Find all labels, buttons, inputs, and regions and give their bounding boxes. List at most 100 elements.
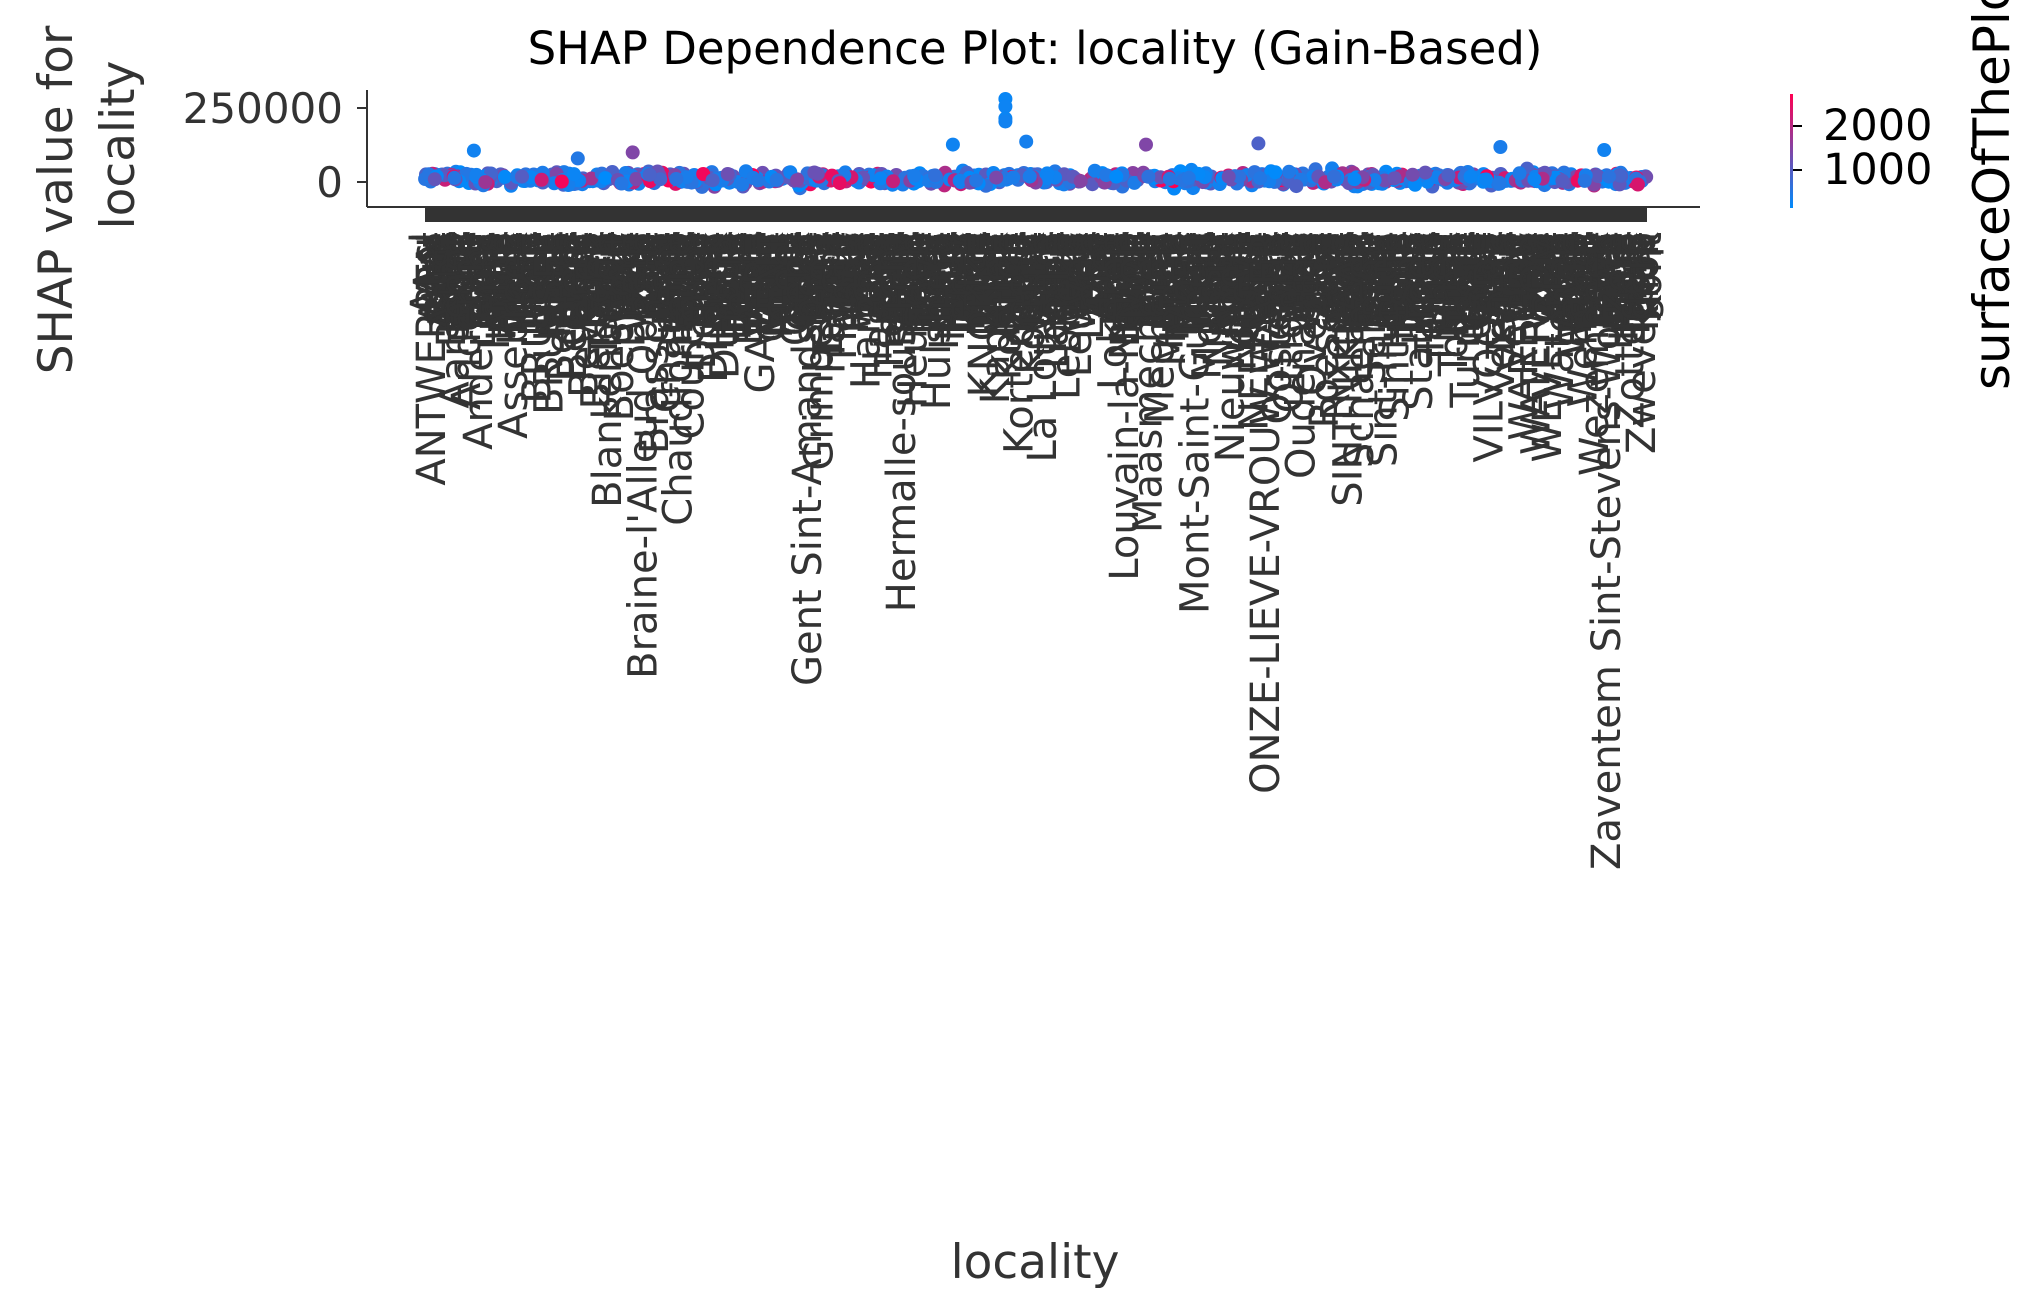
x-tick-label-360: Ottig: [1453, 232, 1499, 331]
x-tick-label-236: Bras: [1091, 232, 1137, 321]
x-tick-label-291: Spa: [1252, 232, 1298, 307]
x-tick-label-222: WAR: [1051, 232, 1097, 325]
x-tick-label-238: Berl: [1097, 232, 1143, 312]
x-tick-label-0: Ansl: [403, 232, 449, 317]
scatter-point-865: [873, 171, 888, 186]
x-tick-label-179: Hers: [925, 232, 971, 324]
x-tick-label-192: Lede: [963, 232, 1009, 328]
x-tick-label-377: WAT: [1503, 231, 1549, 318]
x-tick-label-400: Eeke: [1570, 232, 1616, 328]
scatter-point-866: [642, 167, 657, 182]
scatter-point-818: [1387, 171, 1402, 186]
x-tick-label-305: Zele: [1293, 232, 1339, 320]
x-tick-label-393: Bels: [1549, 232, 1595, 316]
x-tick-label-318: Bonh: [1330, 232, 1376, 335]
x-tick-label-109: Kap: [721, 232, 767, 307]
x-tick-label-512: Veurne: [1490, 232, 1536, 372]
x-tick-label-430: BRUSSEL: [526, 231, 572, 415]
x-tick-label-27: Hove: [482, 232, 528, 335]
x-tick-label-304: Zav: [1290, 232, 1336, 308]
x-tick-label-309: Aal: [1304, 232, 1350, 295]
scatter-point-896: [427, 172, 442, 187]
x-tick-label-39: Leuv: [517, 232, 563, 327]
x-tick-label-5: Bras: [418, 232, 464, 321]
scatter-point-892: [1630, 177, 1645, 192]
x-tick-label-209: Roes: [1013, 232, 1059, 328]
scatter-point-907: [1251, 136, 1266, 151]
x-tick-label-321: Dil: [1339, 232, 1385, 285]
x-tick-label-278: Nam: [1214, 232, 1260, 325]
x-tick-label-150: Zav: [841, 232, 887, 308]
x-tick-label-97: Geel: [686, 232, 732, 323]
x-tick-label-307: Zwe: [1298, 232, 1344, 317]
x-tick-label-386: Aal: [1529, 232, 1575, 295]
x-tick-label-151: Zele: [843, 232, 889, 320]
x-tick-label-336: Hous: [1383, 232, 1429, 333]
x-tick-label-353: Mons: [1433, 232, 1479, 337]
x-tick-label-271: Lier: [1193, 231, 1239, 306]
x-tick-label-23: Hal: [470, 232, 516, 298]
x-tick-label-356: Nijl: [1441, 232, 1487, 295]
x-tick-label-495: Overijse: [1290, 232, 1336, 396]
x-tick-label-513: WAREGEM: [1502, 232, 1548, 441]
x-tick-label-461: Heusden: [891, 232, 937, 408]
x-tick-label-499: Schaerbeek: [1337, 231, 1383, 468]
colorbar-label: surfaceOfThePlot: [1963, 0, 2020, 390]
x-tick-label-390: Bras: [1540, 232, 1586, 321]
x-tick-label-242: Char: [1109, 231, 1155, 326]
x-tick-label-256: Hers: [1150, 232, 1196, 324]
x-tick-label-431: Beersel: [538, 232, 584, 382]
x-tick-label-203: Nin: [995, 232, 1041, 298]
x-tick-label-196: Mol: [975, 232, 1021, 302]
x-tick-label-136: Sint: [800, 232, 846, 310]
scatter-point-644: [497, 169, 512, 184]
x-tick-label-204: ONZE: [998, 232, 1044, 346]
scatter-point-904: [945, 137, 960, 152]
x-tick-label-115: Lede: [738, 232, 784, 328]
x-tick-label-490: NEERPELT: [1231, 231, 1277, 430]
x-tick-label-74: Zele: [619, 232, 665, 320]
scatter-point-878: [989, 170, 1004, 185]
x-tick-label-223: WAT: [1053, 231, 1099, 318]
scatter-point-778: [1253, 171, 1268, 186]
x-tick-label-466: Jette: [949, 232, 995, 327]
x-tick-label-297: Vilv: [1269, 232, 1315, 304]
x-tick-label-93: Ever: [674, 231, 720, 322]
x-tick-label-92: Eeke: [671, 232, 717, 328]
x-tick-label-337: Huls: [1386, 232, 1432, 319]
x-tick-label-268: Lauw: [1185, 232, 1231, 337]
x-tick-label-58: Sera: [572, 232, 618, 323]
x-tick-label-214: Spa: [1027, 232, 1073, 307]
x-tick-label-63: Tour: [587, 231, 633, 316]
x-tick-label-105: Hous: [709, 232, 755, 333]
x-tick-label-31: Jodo: [493, 232, 539, 321]
x-tick-label-140: Tour: [811, 231, 857, 316]
x-tick-label-190: Lap: [957, 232, 1003, 304]
x-tick-label-174: Geel: [911, 232, 957, 323]
x-tick-label-70: Wav: [607, 232, 653, 317]
x-tick-label-32: Kap: [496, 232, 542, 307]
x-tick-label-510: VILVOORDE: [1466, 232, 1512, 463]
x-tick-label-218: Turn: [1039, 232, 1085, 318]
x-tick-label-24: Hame: [473, 232, 519, 350]
x-tick-label-162: Bels: [876, 232, 922, 316]
x-tick-label-237: Brug: [1094, 232, 1140, 327]
x-tick-label-34: Kont: [502, 232, 548, 322]
scatter-point-910: [1597, 143, 1612, 157]
scatter-point-881: [969, 173, 984, 188]
x-tick-label-451: Genk: [773, 231, 819, 336]
x-tick-label-339: Jodo: [1392, 232, 1438, 321]
x-tick-label-141: Turn: [814, 232, 860, 318]
x-tick-label-22: Hab: [467, 232, 513, 312]
scatter-point-894: [1109, 169, 1124, 184]
scatter-point-807: [478, 175, 493, 190]
x-tick-label-104: Hove: [706, 232, 752, 335]
x-tick-label-421: Aalst: [421, 232, 467, 332]
x-tick-label-102: Hers: [701, 232, 747, 324]
x-tick-label-42: Mol: [526, 232, 572, 302]
x-tick-label-25: Hers: [476, 232, 522, 324]
x-tick-label-415: Ieper: [1613, 231, 1659, 334]
x-tick-label-197: Maas: [978, 232, 1024, 336]
x-tick-label-234: Asse: [1086, 232, 1132, 326]
x-tick-label-19: Gent: [458, 232, 504, 329]
